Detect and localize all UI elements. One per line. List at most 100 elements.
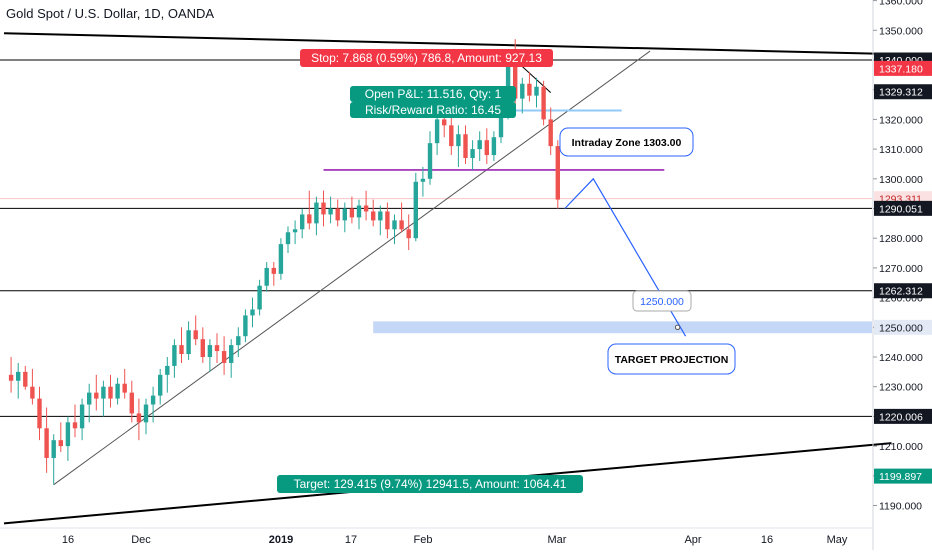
y-tick-label: 1230.000: [879, 382, 923, 394]
candle-body: [449, 125, 454, 147]
candle-body: [513, 60, 518, 99]
price-label: 1290.051: [874, 200, 932, 216]
price-label-bg: [874, 60, 932, 76]
price-label-bg: [874, 468, 932, 484]
open-pnl-label: Open P&L: 11.516, Qty: 1: [350, 86, 516, 102]
candle-body: [505, 60, 511, 111]
candle-body: [484, 140, 489, 156]
candle-body: [456, 134, 461, 147]
y-tick-label: 1300.000: [879, 174, 923, 186]
candle-body: [193, 330, 198, 340]
candle-body: [413, 181, 418, 239]
candle-body: [79, 404, 85, 429]
risk-reward-label: Risk/Reward Ratio: 16.45: [350, 102, 516, 118]
price-label-bg: [874, 200, 932, 216]
price-label: 1250.000: [874, 319, 932, 335]
candle-body: [101, 386, 106, 399]
candle-body: [555, 146, 560, 200]
candle-body: [335, 208, 340, 221]
projection-path: [564, 177, 687, 337]
candle-body: [278, 244, 284, 274]
x-tick-label: Mar: [548, 534, 567, 546]
candle-body: [342, 208, 347, 221]
candle-body: [94, 392, 99, 399]
candle-body: [179, 345, 184, 355]
stop-label-bg: [300, 49, 553, 67]
y-tick-label: 1350.000: [879, 25, 923, 37]
annotations: Stop: 7.868 (0.59%) 786.8, Amount: 927.1…: [277, 49, 736, 493]
candle-body: [534, 86, 539, 96]
price-label-bg: [874, 84, 932, 100]
target-label: Target: 129.415 (9.74%) 12941.5, Amount:…: [277, 475, 583, 493]
candle-body: [136, 413, 142, 423]
price-1250-callout-bg: [632, 290, 692, 312]
risk-reward-label-bg: [350, 102, 516, 118]
y-tick-label: 1360.000: [879, 0, 923, 8]
candle-body: [243, 315, 248, 337]
candle-body: [207, 345, 213, 357]
price-label-bg: [874, 283, 932, 299]
candle-body: [186, 330, 191, 355]
y-tick-label: 1240.000: [879, 352, 923, 364]
candle-body: [541, 86, 546, 120]
price-1250-callout: 1250.000: [632, 290, 692, 312]
target-projection-callout-bg: [607, 343, 736, 375]
candle-body: [300, 214, 305, 230]
candle-body: [165, 365, 170, 375]
candle-body: [172, 345, 177, 366]
candle-body: [158, 374, 163, 396]
candle-body: [349, 208, 355, 218]
target-projection-callout: TARGET PROJECTION: [607, 343, 736, 375]
candle-body: [392, 220, 397, 230]
candle-body: [356, 205, 362, 218]
candle-body: [548, 119, 553, 147]
price-label-text: 1290.051: [879, 203, 923, 215]
target-projection-callout-text: TARGET PROJECTION: [615, 354, 729, 366]
candle-body: [314, 202, 319, 224]
candle-body: [257, 285, 262, 310]
price-1250-callout-text: 1250.000: [640, 296, 684, 308]
candle-body: [58, 440, 63, 447]
candle-body: [371, 211, 376, 221]
candle-body: [115, 383, 120, 399]
target-zone: [373, 321, 872, 334]
candle-body: [328, 208, 333, 215]
candle-body: [399, 220, 404, 230]
candle-body: [200, 339, 205, 357]
x-tick-label: May: [827, 534, 848, 546]
price-label-bg: [874, 408, 932, 424]
price-label-text: 1220.006: [879, 411, 923, 423]
candle-body: [129, 392, 134, 414]
candle-body: [271, 267, 276, 274]
candle-body: [236, 336, 241, 346]
candle-body: [420, 178, 426, 182]
price-label-text: 1199.897: [879, 471, 922, 483]
candle-body: [292, 229, 298, 233]
price-label-text: 1250.000: [879, 322, 923, 334]
candle-body: [214, 345, 220, 352]
candle-body: [150, 395, 156, 405]
price-label: 1337.180: [874, 60, 932, 76]
trendline-upper-wedge: [3, 32, 892, 56]
candle-body: [520, 83, 525, 99]
candle-body: [221, 351, 227, 363]
candle-body: [285, 232, 291, 245]
candle-body: [65, 422, 71, 447]
candle-body: [491, 137, 497, 156]
target-label-bg: [277, 475, 583, 493]
price-label-text: 1329.312: [879, 87, 923, 99]
price-label: 1329.312: [874, 84, 932, 100]
target-label-text: Target: 129.415 (9.74%) 12941.5, Amount:…: [294, 477, 567, 491]
candle-body: [143, 404, 149, 423]
candle-body: [30, 386, 35, 399]
risk-reward-label-text: Risk/Reward Ratio: 16.45: [365, 103, 501, 117]
candle-body: [250, 309, 255, 316]
x-tick-label: Feb: [414, 534, 433, 546]
candle-body: [264, 267, 269, 286]
y-tick-label: 1270.000: [879, 263, 923, 275]
time-axis: 16 Dec 2019 17 Feb Mar Apr 16 May: [0, 527, 872, 546]
candle-body: [229, 345, 234, 363]
candle-body: [87, 392, 92, 405]
